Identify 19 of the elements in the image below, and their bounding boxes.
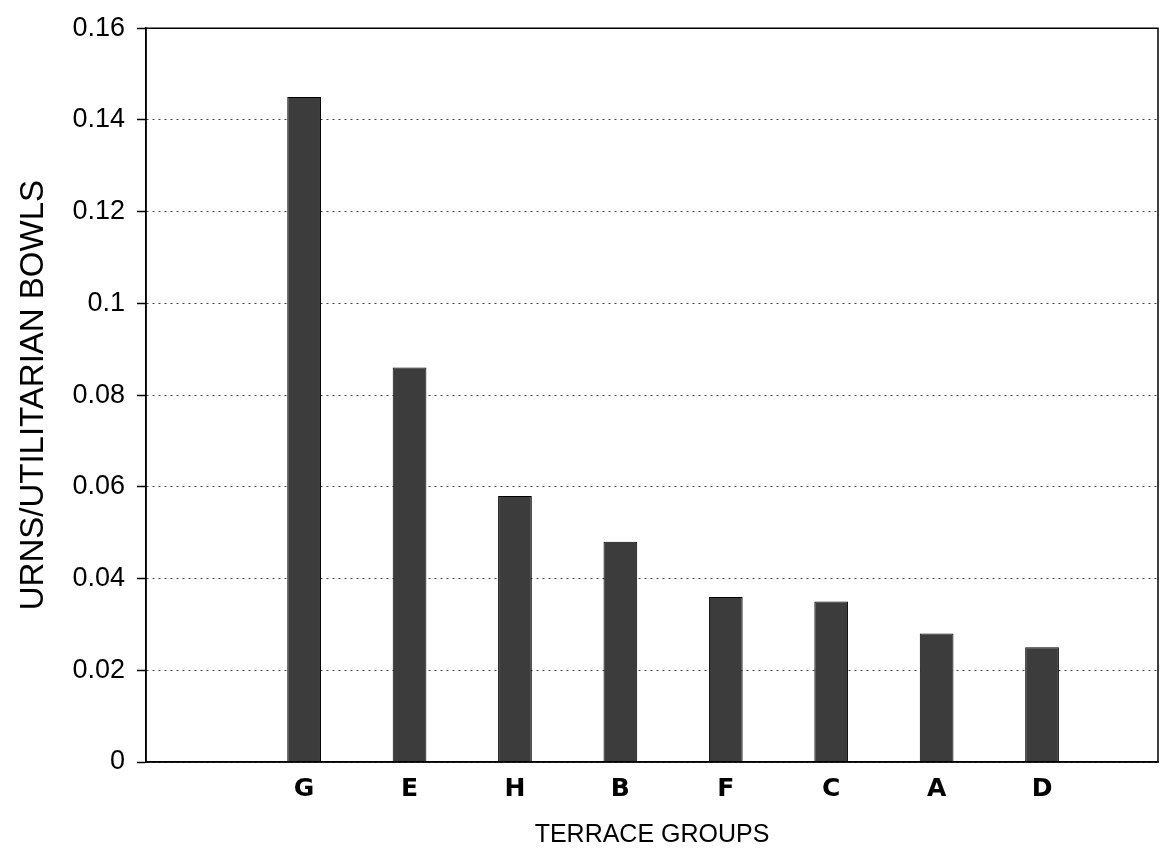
x-tick-label: H	[504, 772, 526, 802]
y-tick-label: 0.06	[72, 470, 125, 501]
y-axis-title: URNS/UTILITARIAN BOWLS	[12, 179, 50, 611]
x-tick-label: F	[717, 772, 735, 802]
x-tick-label: D	[1031, 772, 1053, 802]
x-tick-label: B	[610, 772, 630, 802]
x-tick-label: C	[822, 772, 841, 802]
y-tick-label: 0.16	[72, 11, 125, 42]
y-tick-label: 0.14	[72, 103, 125, 134]
y-tick-label: 0.08	[72, 378, 125, 409]
y-tick-label: 0.04	[72, 562, 125, 592]
x-tick-label: G	[293, 772, 315, 802]
y-tick-label: 0.02	[72, 653, 125, 684]
x-axis-title: TERRACE GROUPS	[534, 818, 770, 847]
x-tick-label: A	[926, 772, 947, 802]
y-tick-label: 0.12	[72, 195, 125, 226]
y-tick-label: 0	[109, 745, 125, 776]
y-tick-label: 0.1	[87, 286, 125, 317]
x-tick-label: E	[401, 772, 419, 802]
